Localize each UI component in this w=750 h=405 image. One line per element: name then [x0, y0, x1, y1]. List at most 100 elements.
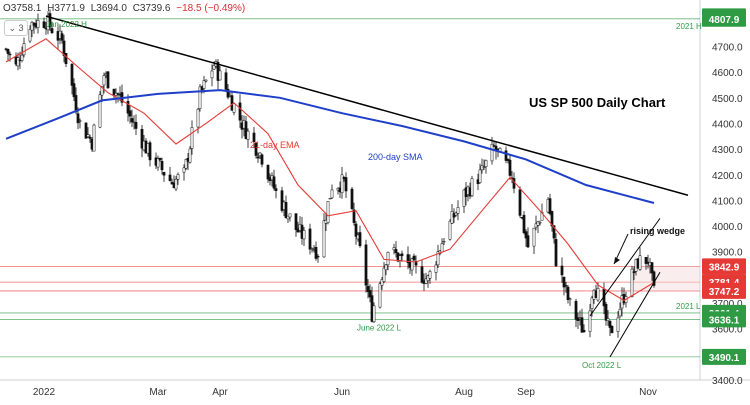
candle-body [606, 318, 610, 321]
candle-body [512, 178, 516, 189]
candle-body [84, 122, 88, 139]
candle-body [22, 43, 26, 56]
candle-body [470, 178, 474, 197]
candle-body [48, 13, 52, 28]
candle-body [36, 20, 40, 28]
price-tag [702, 258, 746, 275]
level-note: 2021 L [676, 302, 701, 311]
indicator-count: 3 [18, 23, 24, 33]
candle-body [196, 108, 200, 128]
candle-body [198, 86, 202, 109]
candle-body [76, 113, 80, 124]
candle-body [126, 101, 130, 114]
candle-body [414, 261, 418, 266]
candle-body [272, 176, 276, 189]
candle-body [266, 164, 270, 180]
candle-body [106, 71, 110, 89]
price-tag-label: 3490.1 [709, 353, 740, 364]
candle-body [562, 276, 566, 288]
high-value: H3771.9 [47, 3, 85, 14]
candle-body [314, 246, 318, 259]
collapse-indicators-button[interactable]: ⌄ 3 [4, 20, 28, 36]
candle-body [148, 142, 152, 161]
candle-body [344, 177, 348, 192]
candle-body [568, 298, 572, 300]
price-tag-label: 3747.2 [709, 287, 740, 298]
candle-body [64, 52, 68, 65]
candle-body [434, 264, 438, 273]
candle-body [238, 102, 242, 121]
candle-body [8, 53, 12, 56]
candle-body [156, 158, 160, 168]
candle-body [462, 189, 466, 207]
y-tick-label: 4700.0 [712, 42, 743, 53]
candle-body [490, 144, 494, 162]
y-tick-label: 4100.0 [712, 196, 743, 207]
candle-body [162, 172, 166, 176]
price-tag-label: 3636.1 [709, 315, 740, 326]
candle-body [386, 252, 390, 266]
candle-body [380, 279, 384, 286]
candle-body [28, 29, 32, 42]
ema-label: 21-day EMA [250, 140, 300, 150]
candle-body [70, 63, 74, 86]
candle-body [286, 215, 290, 220]
candle-body [644, 256, 648, 264]
candle-body [398, 255, 402, 261]
candle-body [638, 255, 642, 270]
candle-body [392, 247, 396, 251]
candle-body [454, 212, 458, 216]
price-tag [702, 348, 746, 365]
candle-body [288, 213, 292, 218]
candle-body [218, 70, 222, 81]
candle-body [210, 70, 214, 79]
candle-body [410, 258, 414, 271]
candle-body [188, 148, 192, 163]
candle-body [368, 290, 372, 298]
candle-body [532, 227, 536, 247]
candle-body [518, 189, 522, 216]
candle-body [256, 156, 260, 159]
candle-body [20, 54, 24, 61]
y-tick-label: 3700.0 [712, 299, 743, 310]
candle-body [174, 178, 178, 190]
candle-body [244, 121, 248, 140]
candle-body [632, 271, 636, 274]
candle-body [364, 244, 368, 286]
candle-body [484, 160, 488, 168]
candle-body [366, 286, 370, 292]
candle-body [74, 95, 78, 113]
candle-body [252, 132, 256, 142]
low-value: L3694.0 [90, 3, 127, 14]
candle-body [440, 243, 444, 253]
y-tick-label: 4300.0 [712, 145, 743, 156]
candle-body [630, 268, 634, 297]
candle-body [246, 130, 250, 140]
ema-21-line [5, 38, 655, 302]
candle-body [552, 225, 556, 239]
candle-body [400, 253, 404, 257]
price-tag-label: 4807.9 [709, 15, 740, 26]
candle-body [16, 57, 20, 67]
candle-body [190, 127, 194, 149]
wedge-resistance-line [589, 218, 661, 317]
price-tag [702, 10, 746, 27]
candle-body [590, 297, 594, 309]
candle-body [412, 255, 416, 261]
candle-body [204, 79, 208, 82]
candle-body [550, 211, 554, 227]
rising-wedge-label: rising wedge [630, 226, 685, 236]
candle-body [378, 283, 382, 308]
candle-body [140, 128, 144, 149]
wedge-support-line [609, 271, 661, 358]
candle-body [608, 320, 612, 328]
y-tick-label: 4500.0 [712, 94, 743, 105]
candle-body [116, 93, 120, 95]
candle-body [6, 48, 10, 54]
candle-body [536, 221, 540, 226]
jan-2022-high-label: Jan 2022 H [46, 20, 87, 29]
level-note: June 2022 L [357, 323, 402, 332]
close-value: C3739.6 [132, 3, 171, 14]
candle-body [168, 174, 172, 181]
candle-body [326, 201, 330, 223]
